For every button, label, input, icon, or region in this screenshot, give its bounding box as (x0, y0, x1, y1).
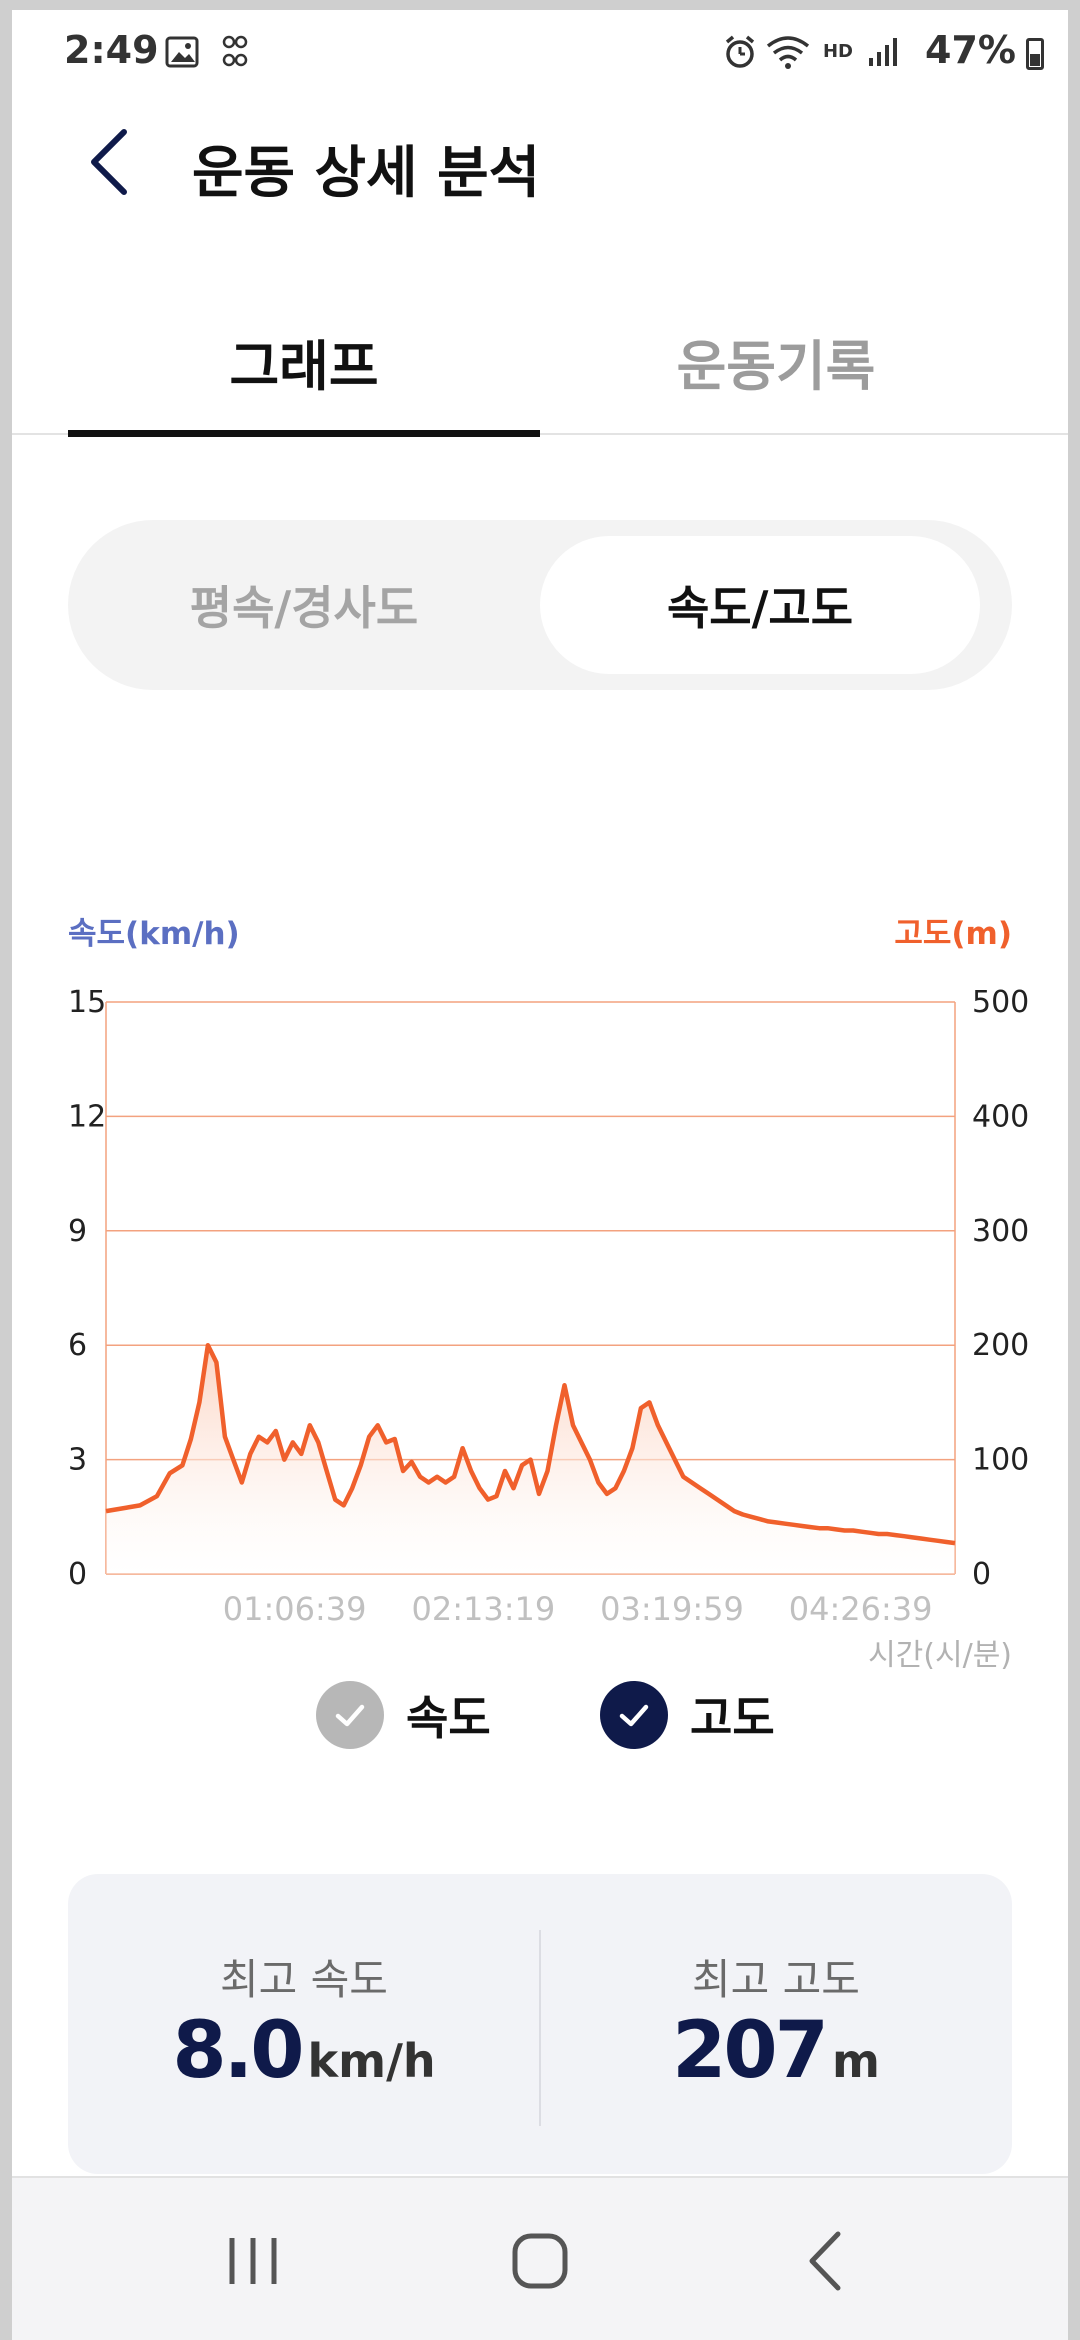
device-frame-right (1068, 0, 1080, 2340)
y-left-tick-label: 6 (68, 1328, 87, 1363)
hd-voice-text: HD (822, 41, 853, 62)
max-altitude-block: 최고 고도 207 m (540, 1874, 1012, 2174)
summary-card: 최고 속도 8.0 km/h 최고 고도 207 m (68, 1874, 1012, 2174)
hd-voice-icon: HD (816, 32, 860, 72)
image-icon (164, 32, 200, 72)
y-left-axis-title: 속도(km/h) (68, 916, 240, 952)
y-right-axis-title: 고도(m) (894, 916, 1012, 952)
signal-icon (864, 32, 904, 72)
legend-speed-toggle[interactable]: 속도 (316, 1680, 491, 1750)
max-altitude-label: 최고 고도 (692, 1955, 860, 2004)
y-right-tick-label: 300 (972, 1214, 1029, 1249)
system-nav-bar (12, 2176, 1068, 2340)
max-speed-value: 8.0 (172, 2006, 304, 2096)
status-time: 2:49 (64, 28, 159, 72)
check-icon (316, 1681, 384, 1749)
recent-apps-icon[interactable] (208, 2216, 298, 2306)
y-left-tick-label: 0 (68, 1557, 87, 1592)
y-left-tick-label: 3 (68, 1443, 87, 1478)
y-left-tick-label: 9 (68, 1214, 87, 1249)
segmented-control: 평속/경사도 속도/고도 (68, 520, 1012, 690)
chart-plot: 15 500 12 400 9 300 6 200 3 100 0 0 01:06:39 02:13:19… (68, 985, 1029, 1628)
x-tick-label: 01:06:39 (223, 1590, 367, 1628)
y-right-tick-label: 400 (972, 1099, 1029, 1134)
y-right-tick-label: 0 (972, 1557, 991, 1592)
status-bar: 2:49 HD 47% (12, 10, 1068, 100)
device-frame-left (0, 0, 12, 2340)
y-right-tick-label: 200 (972, 1328, 1029, 1363)
home-icon[interactable] (495, 2216, 585, 2306)
back-icon[interactable] (782, 2216, 872, 2306)
tab-graph[interactable]: 그래프 (68, 290, 540, 437)
check-icon (600, 1681, 668, 1749)
y-left-tick-label: 15 (68, 985, 106, 1020)
chart: 속도(km/h) 고도(m) 15 500 12 400 9 300 6 200 3 100 0 0 0… (12, 890, 1068, 1690)
max-altitude-unit: m (831, 2034, 880, 2088)
legend-speed-label: 속도 (406, 1691, 491, 1745)
max-speed-unit: km/h (307, 2034, 436, 2088)
y-left-tick-label: 12 (68, 1099, 106, 1134)
chevron-left-icon[interactable] (72, 122, 152, 202)
header: 운동 상세 분석 (12, 100, 1068, 230)
max-speed-label: 최고 속도 (220, 1955, 388, 2004)
max-altitude-value: 207 (672, 2006, 829, 2096)
battery-icon (1026, 38, 1044, 70)
summary-divider (539, 1930, 541, 2126)
battery-percent: 47% (925, 28, 1016, 72)
alarm-icon (720, 32, 760, 72)
x-tick-label: 04:26:39 (789, 1590, 933, 1628)
tab-bar: 그래프 운동기록 (12, 290, 1068, 437)
badge-icon (216, 32, 256, 72)
legend-altitude-label: 고도 (690, 1691, 775, 1745)
page-title: 운동 상세 분석 (192, 141, 541, 206)
segment-speed-altitude[interactable]: 속도/고도 (540, 536, 980, 674)
altitude-line (105, 1342, 956, 1546)
chart-legend: 속도 고도 (12, 1668, 1068, 1768)
x-axis-title: 시간(시/분) (868, 1638, 1012, 1673)
legend-altitude-toggle[interactable]: 고도 (600, 1680, 775, 1750)
wifi-icon (764, 32, 812, 72)
tab-record[interactable]: 운동기록 (676, 335, 876, 398)
max-speed-block: 최고 속도 8.0 km/h (68, 1874, 540, 2174)
y-right-tick-label: 100 (972, 1443, 1029, 1478)
device-frame-top (0, 0, 1080, 10)
x-tick-label: 02:13:19 (411, 1590, 555, 1628)
y-right-tick-label: 500 (972, 985, 1029, 1020)
segment-speed-slope[interactable]: 평속/경사도 (189, 581, 419, 635)
x-tick-label: 03:19:59 (600, 1590, 744, 1628)
